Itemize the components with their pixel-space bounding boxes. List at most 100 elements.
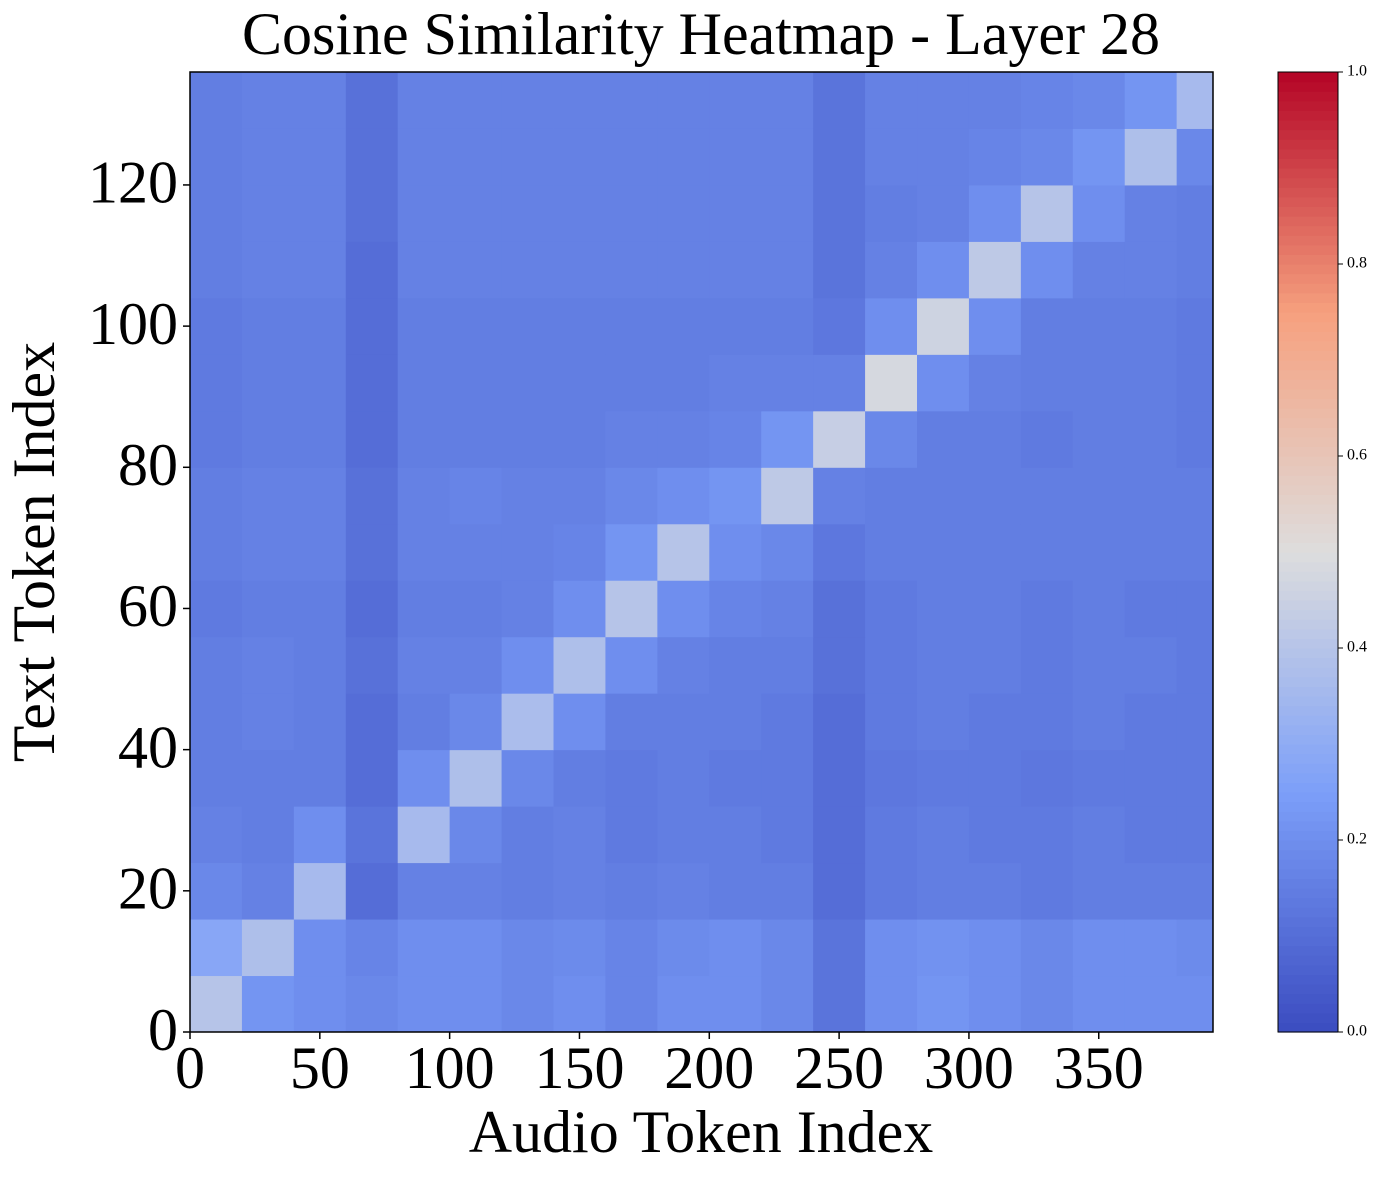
heatmap-cell [553,72,606,129]
heatmap-cell [1124,467,1178,525]
heatmap-cell [345,749,399,807]
colorbar-segment [1278,302,1338,313]
colorbar-segment [1278,878,1338,889]
heatmap-cell [345,975,399,1033]
colorbar-segment [1278,552,1338,563]
heatmap-cell [1176,354,1214,412]
heatmap-cell [241,128,295,186]
heatmap-cell [1176,467,1214,525]
heatmap-cell [190,580,243,638]
heatmap-cell [501,862,555,920]
heatmap-cell [917,241,970,299]
heatmap-cell [190,128,243,186]
heatmap-cell [865,693,918,751]
heatmap-cell [345,806,399,864]
heatmap-cell [605,919,658,977]
heatmap-cell [501,919,555,977]
x-tick-label: 200 [664,1035,754,1101]
heatmap-cell [501,636,555,694]
heatmap-cell [397,410,451,468]
colorbar-segment [1278,744,1338,755]
heatmap-cell [190,297,243,355]
colorbar-segment [1278,696,1338,707]
colorbar-segment [1278,724,1338,735]
heatmap-cell [657,184,710,242]
heatmap-cell [293,636,347,694]
heatmap-cell [865,975,918,1033]
heatmap-cell [1124,862,1178,920]
heatmap-cell [1124,975,1178,1033]
heatmap-cell [501,241,555,299]
heatmap-cell [501,749,555,807]
heatmap-cell [345,184,399,242]
colorbar-segment [1278,235,1338,246]
colorbar-tick-label: 0.4 [1347,639,1367,656]
heatmap-cell [917,184,970,242]
heatmap-cell [968,128,1022,186]
heatmap-cell [709,72,762,129]
heatmap-cell [241,184,295,242]
heatmap-cell [709,467,762,525]
heatmap-cell [190,749,243,807]
colorbar-segment [1278,580,1338,591]
heatmap-cell [865,919,918,977]
heatmap-cell [1176,128,1214,186]
heatmap-cell [761,919,814,977]
heatmap-cell [968,410,1022,468]
colorbar-segment [1278,427,1338,438]
colorbar-segment [1278,782,1338,793]
colorbar-segment [1278,216,1338,227]
heatmap-cell [1072,72,1126,129]
colorbar-segment [1278,369,1338,380]
heatmap-cell [190,354,243,412]
chart-title: Cosine Similarity Heatmap - Layer 28 [242,1,1160,67]
heatmap-cell [968,241,1022,299]
heatmap-cell [293,749,347,807]
heatmap-cell [709,128,762,186]
heatmap-cell [1176,975,1214,1033]
heatmap-cell [761,580,814,638]
heatmap-cell [1020,693,1074,751]
heatmap-cell [1124,749,1178,807]
heatmap-cell [1176,72,1214,129]
colorbar-segment [1278,331,1338,342]
colorbar-segment [1278,916,1338,927]
y-tick-label: 120 [88,150,178,216]
colorbar-segment [1278,379,1338,390]
colorbar-segment [1278,158,1338,169]
colorbar-segment [1278,542,1338,553]
heatmap-cell [397,523,451,581]
colorbar-segment [1278,734,1338,745]
heatmap-cell [605,636,658,694]
colorbar-segment [1278,628,1338,639]
x-tick-label: 150 [534,1035,624,1101]
heatmap-cell [397,862,451,920]
heatmap-cell [917,128,970,186]
heatmap-cell [501,128,555,186]
heatmap-cell [657,580,710,638]
heatmap-cell [553,241,606,299]
colorbar-segment [1278,436,1338,447]
heatmap-cell [865,297,918,355]
heatmap-cell [241,72,295,129]
heatmap-cell [1124,580,1178,638]
heatmap-cell [553,354,606,412]
colorbar-segment [1278,907,1338,918]
colorbar-tick-label: 0.2 [1347,831,1367,848]
colorbar-segment [1278,72,1338,83]
heatmap-cell [1176,919,1214,977]
heatmap-cell [865,862,918,920]
heatmap-cell [241,297,295,355]
heatmap-cell [917,297,970,355]
colorbar-segment [1278,196,1338,207]
colorbar-segment [1278,129,1338,140]
heatmap-cell [968,297,1022,355]
heatmap-cell [761,72,814,129]
colorbar-segment [1278,657,1338,668]
heatmap-cell [813,354,866,412]
heatmap-cell [1020,128,1074,186]
heatmap-cell [865,354,918,412]
heatmap-cell [553,467,606,525]
heatmap-cell [1124,354,1178,412]
colorbar-segment [1278,1003,1338,1014]
